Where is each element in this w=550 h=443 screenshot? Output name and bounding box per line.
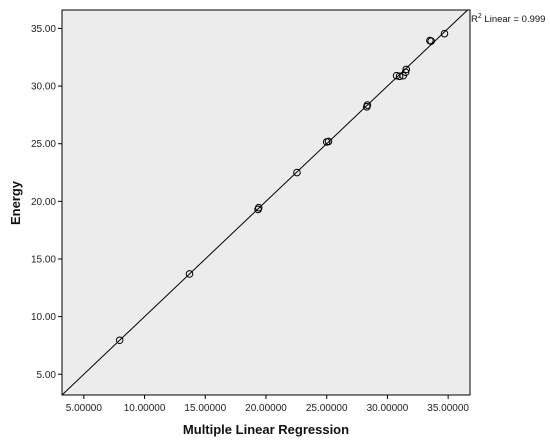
- y-axis-title: Energy: [8, 180, 23, 225]
- data-point: [401, 68, 410, 77]
- r2-label: R2 Linear = 0.999: [471, 13, 545, 25]
- data-point: [395, 72, 404, 81]
- x-axis-ticks: 5.00000 10.00000 15.00000 20.00000 25.00000 3…: [66, 395, 469, 414]
- x-tick-label: 25.00000: [306, 403, 348, 414]
- data-point: [293, 168, 301, 177]
- data-point: [402, 65, 411, 74]
- x-tick-label: 10.00000: [124, 403, 166, 414]
- data-point: [363, 101, 372, 109]
- y-tick-label: 35.00: [31, 24, 56, 35]
- y-tick-label: 25.00: [31, 139, 56, 150]
- x-tick-label: 15.00000: [184, 403, 226, 414]
- y-tick-label: 30.00: [31, 82, 56, 93]
- data-point: [185, 270, 194, 278]
- data-point: [440, 29, 449, 38]
- y-tick-label: 10.00: [31, 312, 56, 323]
- data-point: [324, 137, 333, 146]
- data-points: [115, 29, 449, 345]
- y-tick-label: 5.00: [37, 370, 57, 381]
- y-tick-label: 15.00: [31, 254, 56, 265]
- data-point: [115, 336, 124, 345]
- x-tick-label: 5.00000: [66, 403, 103, 414]
- x-tick-label: 30.00000: [367, 403, 409, 414]
- x-tick-label: 20.00000: [245, 403, 287, 414]
- y-axis-ticks: 5.00 10.00 15.00 20.00 25.00 30.00 35.00: [31, 24, 62, 381]
- x-axis-title: Multiple Linear Regression: [183, 422, 349, 437]
- data-point: [427, 37, 435, 45]
- y-tick-label: 20.00: [31, 197, 56, 208]
- data-point: [254, 203, 263, 212]
- x-tick-label: 35.00000: [427, 403, 469, 414]
